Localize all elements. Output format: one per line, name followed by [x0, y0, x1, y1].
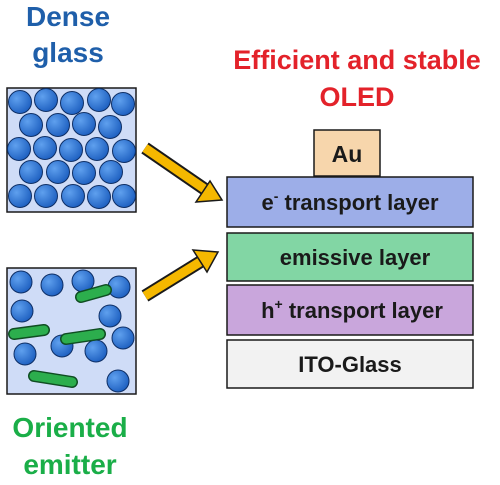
dense-sphere-12: [85, 137, 109, 161]
emitter-rod-0: [75, 284, 112, 303]
hole-symbol: h: [261, 298, 274, 323]
emitter-sphere-9: [111, 326, 135, 350]
dense-sphere-21: [87, 185, 111, 209]
oled-title-line1: Efficient and stable: [233, 45, 481, 75]
dense-sphere-16: [72, 161, 96, 185]
emitter-sphere-3: [107, 275, 131, 299]
oriented-emitter-rods: [8, 284, 112, 388]
dense-glass-spheres: [7, 88, 136, 209]
dense-sphere-6: [46, 113, 70, 137]
dense-sphere-19: [34, 184, 58, 208]
dense-sphere-4: [111, 92, 135, 116]
dense-sphere-13: [112, 139, 136, 163]
dense-sphere-8: [98, 115, 122, 139]
dense-sphere-2: [60, 91, 84, 115]
electron-charge-superscript: -: [274, 188, 279, 204]
emitter-sphere-0: [9, 270, 33, 294]
device-layer-ito-glass: ITO-Glass: [226, 339, 474, 389]
device-layer-hole-transport: h+ transport layer: [226, 284, 474, 336]
dense-sphere-14: [19, 160, 43, 184]
dense-sphere-9: [7, 137, 31, 161]
electron-symbol: e: [261, 190, 273, 215]
dense-glass-label-line2: glass: [32, 37, 104, 68]
emitter-sphere-10: [106, 369, 130, 393]
electron-transport-layer-label: e- transport layer: [261, 188, 439, 215]
hole-charge-superscript: +: [275, 296, 283, 312]
dense-sphere-11: [59, 138, 83, 162]
emitter-sphere-8: [84, 339, 108, 363]
device-layer-electron-transport: e- transport layer: [226, 176, 474, 228]
dense-sphere-10: [33, 136, 57, 160]
emitter-rod-2: [60, 328, 106, 345]
dense-sphere-22: [112, 184, 136, 208]
dense-sphere-1: [34, 88, 58, 112]
emitter-sphere-7: [13, 342, 37, 366]
dense-sphere-20: [61, 184, 85, 208]
emitter-rod-1: [8, 324, 50, 340]
dense-sphere-3: [87, 88, 111, 112]
dense-glass-label-line1: Dense: [26, 1, 110, 32]
dense-sphere-5: [19, 113, 43, 137]
electron-transport-text: transport layer: [278, 190, 439, 215]
emitter-rod-3: [28, 370, 78, 388]
arrow-dense-to-device: [141, 142, 224, 203]
ito-glass-label: ITO-Glass: [298, 352, 402, 377]
hole-transport-text: transport layer: [283, 298, 444, 323]
dense-sphere-17: [99, 160, 123, 184]
emissive-layer-label: emissive layer: [280, 245, 431, 270]
dense-sphere-0: [8, 90, 32, 114]
dense-sphere-18: [8, 184, 32, 208]
dense-sphere-7: [72, 112, 96, 136]
au-electrode: Au: [313, 129, 381, 177]
device-layer-emissive: emissive layer: [226, 232, 474, 282]
emitter-sphere-5: [98, 304, 122, 328]
oriented-emitter-box: [6, 267, 137, 395]
emitter-sphere-1: [40, 273, 64, 297]
hole-transport-layer-label: h+ transport layer: [261, 296, 443, 323]
arrow-emitter-to-device: [141, 249, 220, 302]
oled-title-line2: OLED: [319, 82, 394, 112]
dense-glass-box: [6, 87, 137, 213]
au-electrode-label: Au: [332, 141, 363, 167]
oriented-emitter-label-line2: emitter: [23, 449, 116, 480]
emitter-sphere-4: [10, 299, 34, 323]
dense-sphere-15: [46, 160, 70, 184]
oriented-emitter-spheres: [9, 269, 135, 393]
oriented-emitter-label-line1: Oriented: [12, 412, 127, 443]
